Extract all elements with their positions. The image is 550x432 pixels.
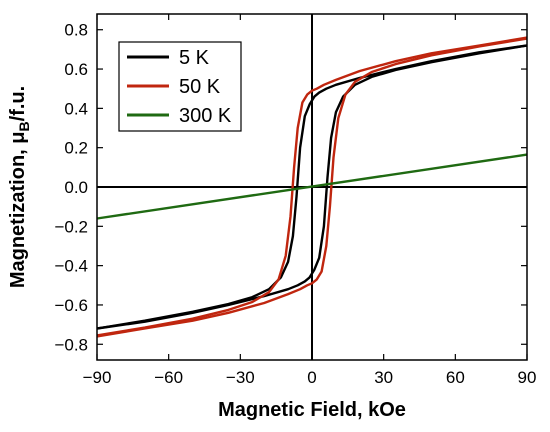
legend-label-300k: 300 K (179, 105, 232, 127)
series-300k-line (96, 153, 528, 220)
y-tick-label: −0.2 (54, 217, 88, 236)
svg-text:Magnetization, μB/f.u.: Magnetization, μB/f.u. (7, 86, 32, 288)
x-axis-title: Magnetic Field, kOe (218, 399, 406, 421)
x-tick-label: 30 (374, 368, 393, 387)
axis-ticks: −90 −60 −30 0 30 60 90 −0.8 −0.6 −0.4 −0.2 0.0 0.2 0.… (54, 14, 536, 387)
y-tick-label: −0.4 (54, 257, 88, 276)
y-tick-label: 0.2 (64, 139, 88, 158)
series-5k-upper-branch (96, 44, 528, 330)
legend-label-5k: 5 K (179, 47, 210, 69)
x-tick-label: 90 (518, 368, 537, 387)
series-50k-upper-branch (96, 36, 528, 337)
y-tick-label: 0.6 (64, 60, 88, 79)
x-tick-label: 60 (446, 368, 465, 387)
x-tick-label: −90 (83, 368, 112, 387)
series-5k-lower-branch (96, 44, 528, 330)
x-tick-label: 0 (307, 368, 316, 387)
y-axis-title-tail: /f.u. (7, 86, 29, 122)
y-axis-title: Magnetization, μB/f.u. (7, 86, 32, 288)
series-group (96, 36, 528, 338)
y-axis-title-subscript: B (16, 121, 32, 131)
x-tick-label: −30 (226, 368, 255, 387)
y-axis-title-main: Magnetization, μ (7, 131, 29, 288)
legend: 5 K 50 K 300 K (118, 41, 242, 132)
y-tick-label: 0.4 (64, 99, 88, 118)
series-50k-lower-branch (96, 37, 528, 338)
y-tick-label: −0.6 (54, 296, 88, 315)
y-tick-label: −0.8 (54, 335, 88, 354)
legend-label-50k: 50 K (179, 76, 221, 98)
x-tick-label: −60 (154, 368, 183, 387)
y-tick-label: 0.0 (64, 178, 88, 197)
y-tick-label: 0.8 (64, 21, 88, 40)
